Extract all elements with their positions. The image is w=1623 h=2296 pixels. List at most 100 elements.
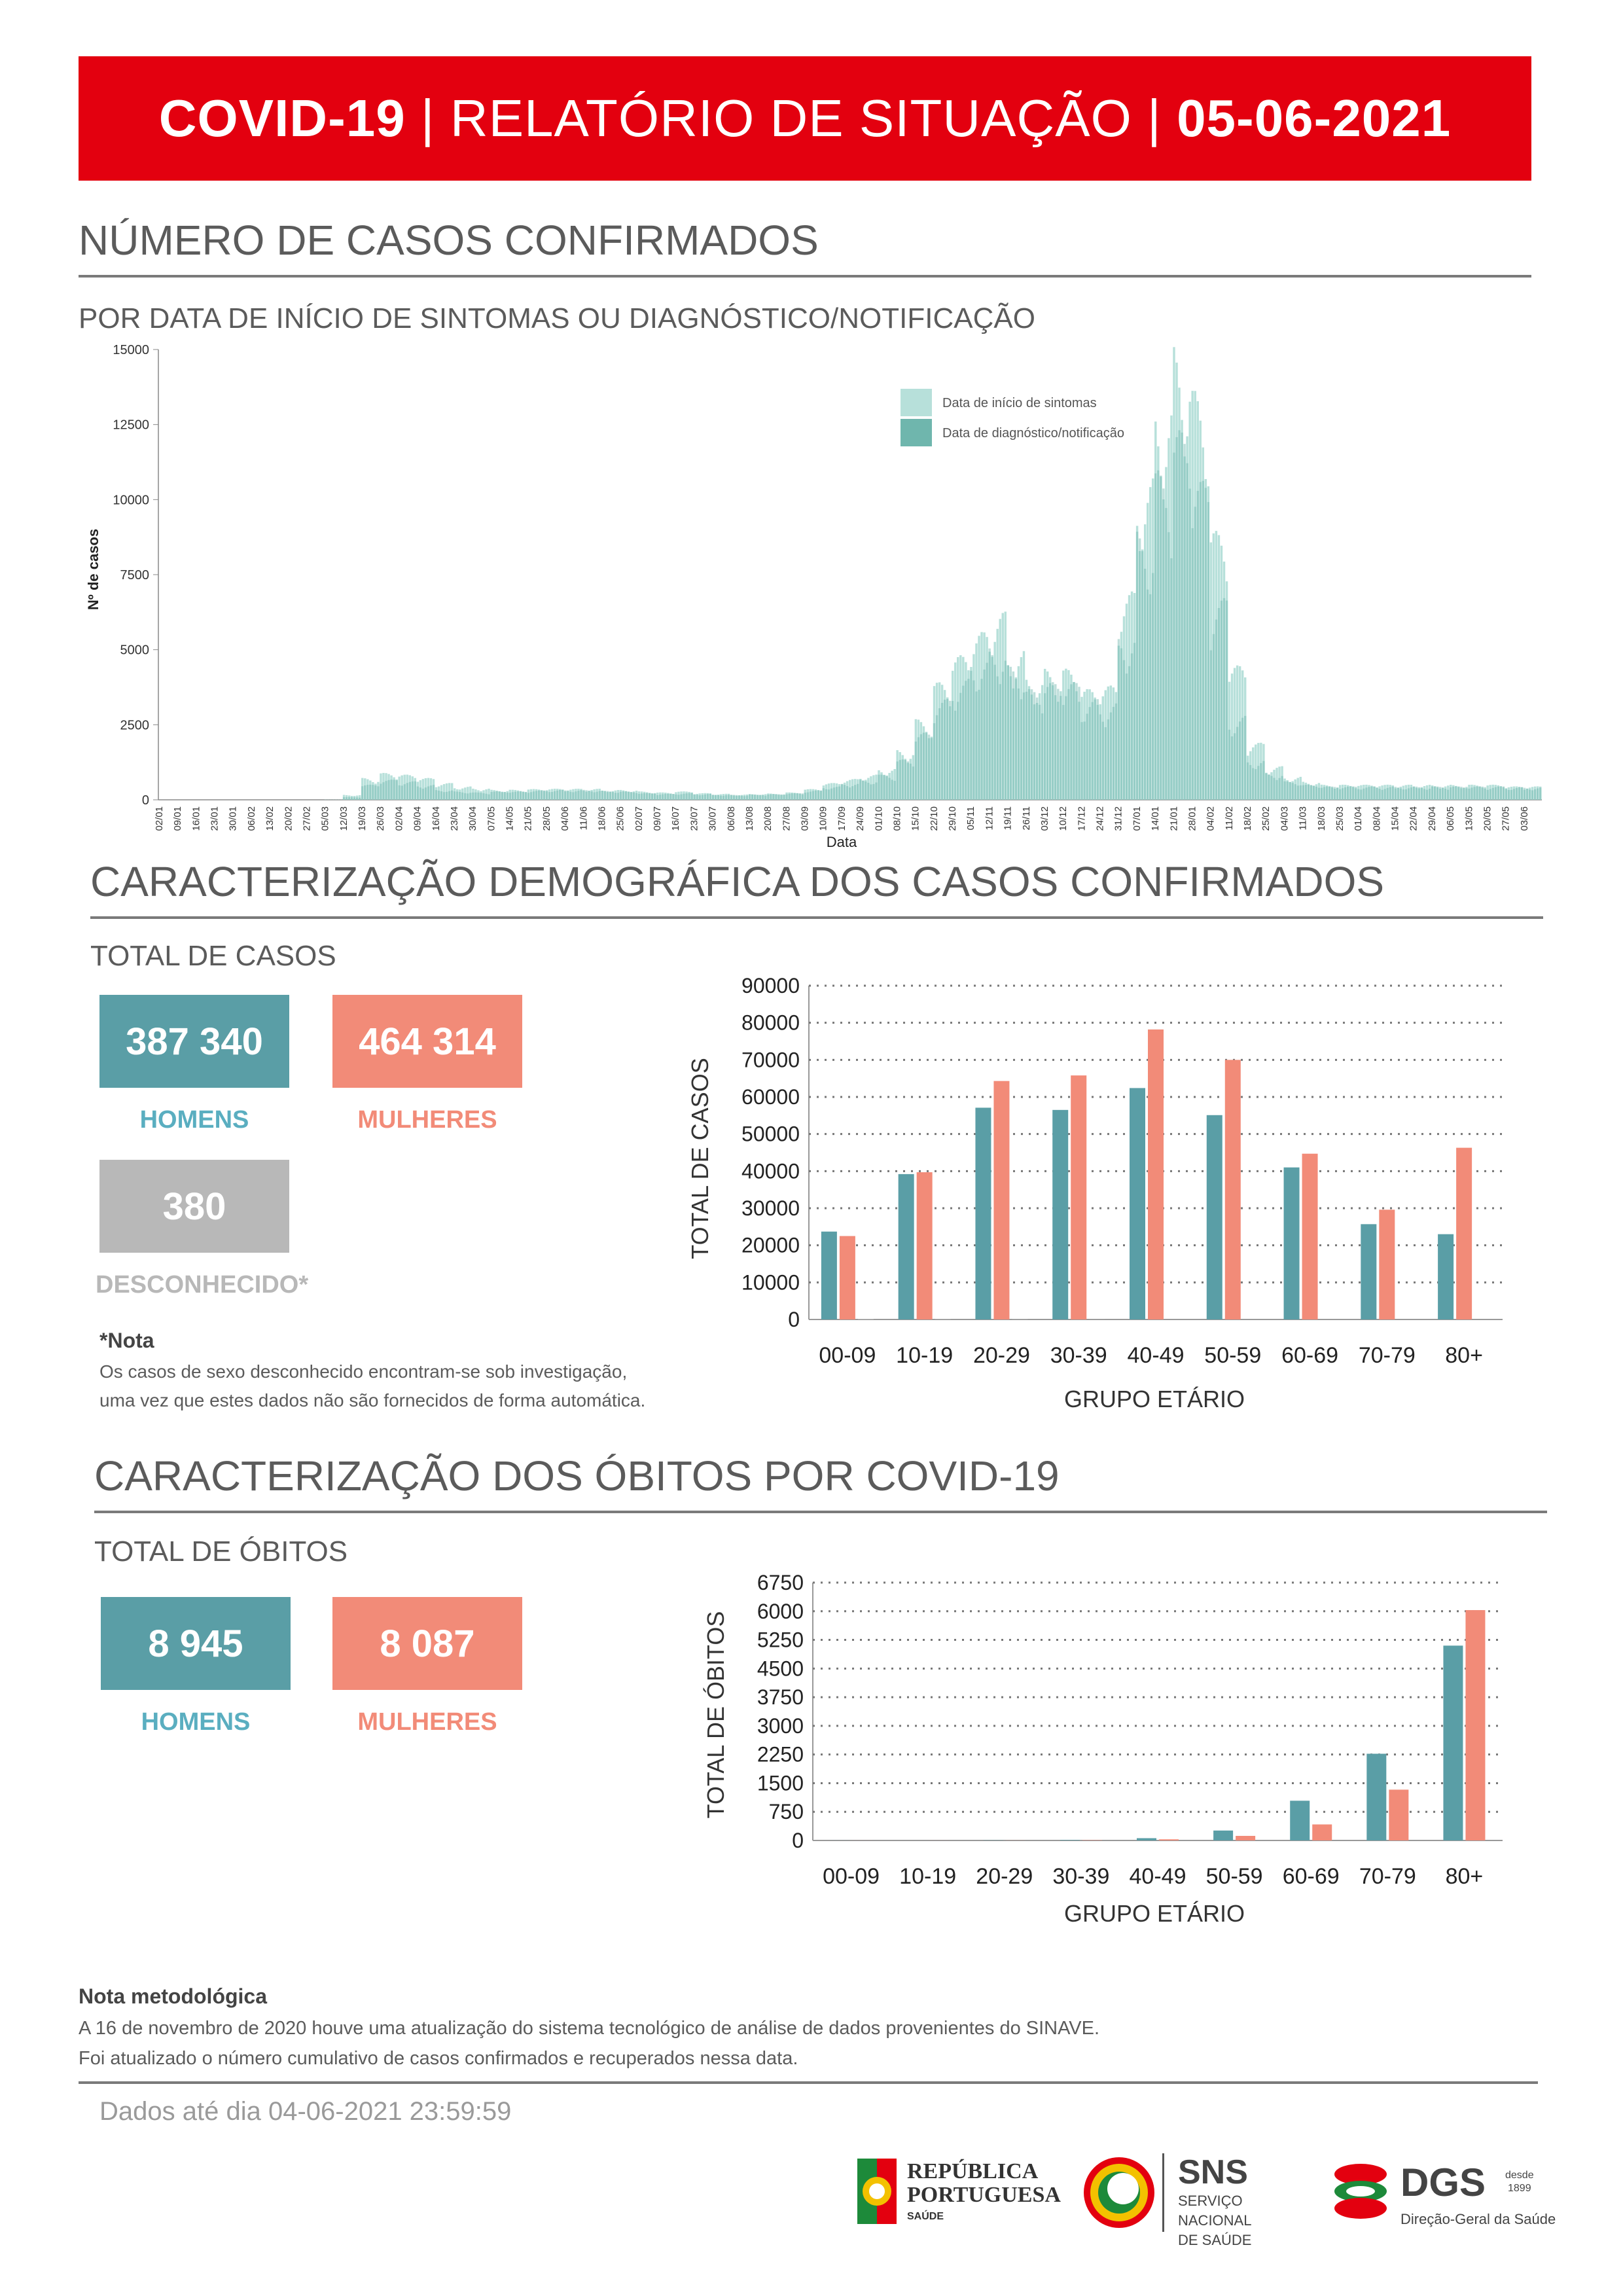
epi-bar-diagnostico: [865, 781, 867, 800]
epi-bar-diagnostico: [711, 795, 715, 800]
epi-bar-sintomas: [1170, 415, 1173, 800]
section-subtitle-casos: POR DATA DE INÍCIO DE SINTOMAS OU DIAGNÓ…: [79, 302, 1035, 334]
epi-bar-sintomas: [1130, 591, 1133, 800]
epi-bar-diagnostico: [832, 787, 836, 800]
epi-bar-sintomas: [598, 789, 601, 800]
epi-bar-diagnostico: [714, 795, 717, 800]
epi-bar-sintomas: [427, 778, 430, 800]
epi-bar-diagnostico: [1302, 785, 1304, 800]
epi-bar-diagnostico: [1394, 787, 1397, 800]
epi-bar-diagnostico: [1096, 699, 1099, 800]
epi-bar-diagnostico: [1310, 785, 1313, 800]
epi-bar-sintomas: [912, 755, 915, 800]
epi-xtick-label: 23/01: [209, 806, 221, 831]
epi-bar-diagnostico: [1130, 653, 1133, 800]
epi-bar-sintomas: [925, 732, 928, 800]
legend-swatch-sintomas: [901, 389, 932, 416]
epi-bar-diagnostico: [893, 781, 896, 800]
epi-bar-sintomas: [445, 783, 448, 800]
epi-bar-sintomas: [385, 773, 387, 800]
bar-mulheres: [1236, 1835, 1256, 1840]
epi-bar-sintomas: [654, 793, 656, 800]
epi-bar-diagnostico: [1012, 671, 1015, 800]
bar-mulheres: [1071, 1075, 1087, 1319]
epi-bar-sintomas: [435, 787, 438, 800]
epi-bar-sintomas: [501, 792, 503, 800]
epi-bar-diagnostico: [529, 792, 533, 800]
epi-bar-sintomas: [616, 790, 620, 800]
epi-bar-sintomas: [775, 794, 777, 800]
epi-bar-diagnostico: [1046, 687, 1049, 800]
epi-bar-sintomas: [1160, 476, 1162, 800]
epi-bar-diagnostico: [952, 700, 954, 800]
epi-bar-sintomas: [1086, 689, 1088, 800]
epi-bar-diagnostico: [1502, 786, 1505, 800]
epi-bar-diagnostico: [1518, 787, 1521, 800]
epi-bar-sintomas: [1533, 786, 1537, 800]
epi-bar-sintomas: [1428, 785, 1431, 800]
epi-bar-diagnostico: [1199, 482, 1202, 800]
epi-bar-sintomas: [935, 683, 938, 800]
republica-portuguesa-logo: REPÚBLICA PORTUGUESA SAÚDE: [857, 2153, 1061, 2238]
bar-mulheres: [1389, 1789, 1409, 1840]
epi-bar-sintomas: [698, 793, 701, 800]
epi-bar-diagnostico: [672, 793, 675, 800]
epi-xtick-label: 25/03: [1334, 806, 1346, 831]
epi-bar-diagnostico: [1252, 768, 1255, 800]
epi-bar-sintomas: [1463, 788, 1465, 800]
epi-bar-diagnostico: [511, 792, 514, 800]
epi-bar-diagnostico: [848, 787, 851, 800]
epi-xtick-label: 02/01: [154, 806, 165, 831]
epi-bar-sintomas: [535, 789, 538, 800]
epi-bar-diagnostico: [917, 737, 920, 800]
epi-bar-sintomas: [793, 793, 796, 800]
epi-bar-diagnostico: [814, 790, 817, 800]
epi-bar-diagnostico: [598, 791, 601, 800]
epi-bar-sintomas: [1502, 787, 1505, 800]
epi-bar-sintomas: [809, 789, 812, 800]
epi-bar-sintomas: [1035, 702, 1039, 800]
epi-bar-sintomas: [688, 791, 690, 800]
epi-bar-sintomas: [1154, 422, 1157, 800]
epi-bar-sintomas: [757, 795, 759, 800]
epi-bar-diagnostico: [954, 710, 957, 800]
logo-text: PORTUGUESA: [907, 2183, 1061, 2207]
nota-title: *Nota: [99, 1329, 154, 1352]
epi-bar-sintomas: [577, 789, 580, 800]
epi-bar-sintomas: [1043, 668, 1046, 800]
epi-bar-sintomas: [1478, 786, 1481, 800]
epi-bar-sintomas: [865, 780, 867, 800]
bar-mulheres: [1312, 1824, 1332, 1840]
epi-bar-sintomas: [885, 775, 888, 800]
epi-bar-sintomas: [1194, 391, 1196, 800]
epi-bar-diagnostico: [677, 795, 680, 800]
epi-bar-diagnostico: [580, 790, 582, 800]
epi-bar-diagnostico: [775, 794, 777, 800]
epi-bar-sintomas: [437, 786, 440, 800]
epi-bar-sintomas: [395, 779, 398, 800]
epi-bar-sintomas: [1404, 785, 1408, 800]
epi-xtick-label: 18/06: [596, 806, 607, 831]
epi-bar-diagnostico: [706, 794, 709, 800]
epi-bar-diagnostico: [1528, 789, 1531, 800]
epi-bar-sintomas: [888, 772, 891, 800]
epi-bar-diagnostico: [1533, 789, 1537, 800]
epi-ytick-label: 2500: [120, 718, 150, 732]
epi-bar-diagnostico: [1217, 607, 1221, 800]
epi-bar-diagnostico: [635, 793, 638, 800]
logo-text: DGS: [1400, 2161, 1486, 2204]
epi-bar-sintomas: [672, 794, 675, 800]
epi-bar-diagnostico: [793, 793, 796, 800]
epi-bar-diagnostico: [514, 791, 517, 800]
epi-bar-sintomas: [1323, 785, 1326, 800]
epi-bar-sintomas: [922, 726, 925, 800]
epi-xtick-label: 05/03: [320, 806, 331, 831]
epi-bar-diagnostico: [1238, 721, 1241, 800]
epi-bar-diagnostico: [1407, 788, 1410, 800]
epi-bar-sintomas: [637, 791, 641, 800]
epi-bar-diagnostico: [369, 784, 372, 800]
epi-bar-diagnostico: [946, 698, 949, 800]
epi-bar-diagnostico: [545, 791, 548, 800]
epi-bar-sintomas: [545, 790, 548, 800]
epi-bar-diagnostico: [732, 795, 736, 800]
